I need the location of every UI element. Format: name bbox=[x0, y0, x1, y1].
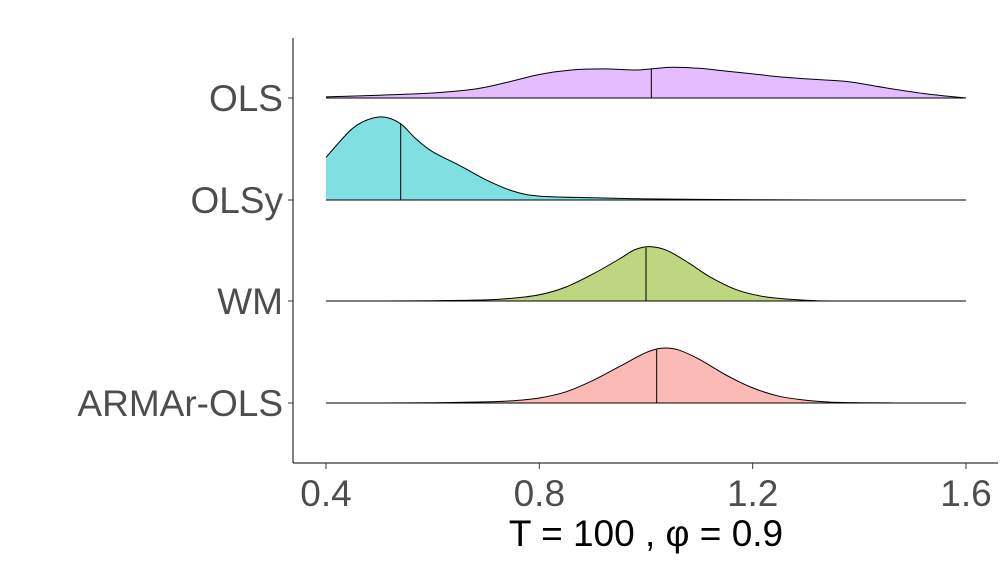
y-tick-label-ols: OLS bbox=[209, 78, 283, 119]
y-tick-label-armar-ols: ARMAr-OLS bbox=[77, 383, 283, 424]
density-ridges bbox=[325, 66, 967, 404]
y-axis-ticks: OLS OLSy WM ARMAr-OLS bbox=[77, 78, 293, 424]
density-area-armar-ols bbox=[326, 347, 966, 403]
x-tick-label-2: 1.2 bbox=[727, 473, 778, 514]
y-tick-label-wm: WM bbox=[217, 281, 283, 322]
y-tick-label-olsy: OLSy bbox=[190, 180, 283, 221]
ridge-ols bbox=[325, 66, 967, 99]
density-curve-wm bbox=[325, 246, 966, 302]
density-area-olsy bbox=[326, 116, 966, 200]
x-tick-label-0: 0.4 bbox=[300, 473, 351, 514]
axes bbox=[292, 38, 998, 464]
x-axis-ticks: 0.4 0.8 1.2 1.6 bbox=[300, 463, 992, 514]
x-tick-label-1: 0.8 bbox=[514, 473, 565, 514]
x-axis-title: T = 100 , φ = 0.9 bbox=[509, 513, 783, 554]
density-area-ols bbox=[326, 67, 966, 98]
density-curve-armar-ols bbox=[326, 347, 966, 404]
ridge-armar-ols bbox=[326, 347, 966, 404]
density-curve-ols bbox=[325, 66, 967, 99]
x-tick-label-3: 1.6 bbox=[940, 473, 991, 514]
ridge-olsy bbox=[325, 116, 966, 201]
ridge-wm bbox=[325, 246, 966, 302]
